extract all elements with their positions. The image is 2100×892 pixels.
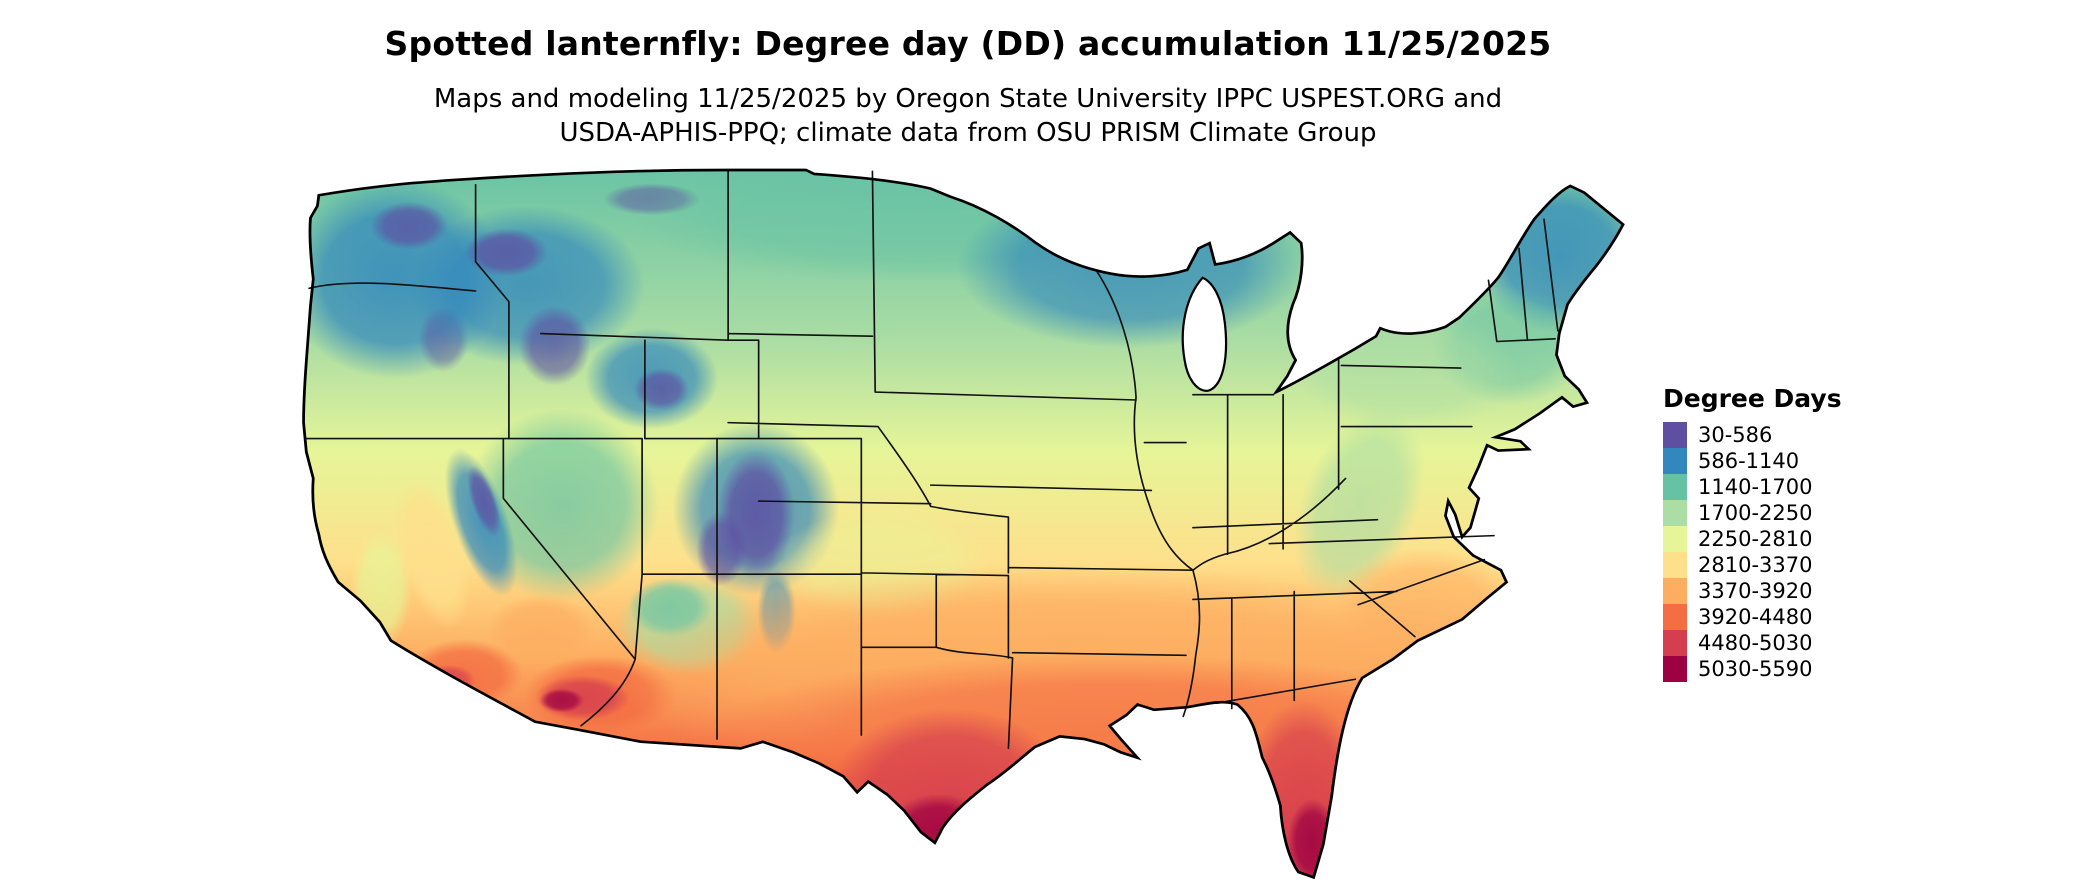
us-degree-day-map — [302, 168, 1625, 880]
legend-row: 586-1140 — [1663, 448, 1842, 474]
subtitle-line-2: USDA-APHIS-PPQ; climate data from OSU PR… — [559, 118, 1377, 148]
legend-swatch — [1663, 526, 1687, 552]
legend-row: 1140-1700 — [1663, 474, 1842, 500]
state-borders — [305, 170, 1559, 750]
legend-label: 4480-5030 — [1698, 631, 1813, 655]
legend-label: 1700-2250 — [1698, 501, 1813, 525]
degree-days-legend: Degree Days 30-586 586-1140 1140-1700 17… — [1663, 384, 1842, 682]
legend-label: 30-586 — [1698, 423, 1773, 447]
legend-swatch — [1663, 474, 1687, 500]
legend-row: 5030-5590 — [1663, 656, 1842, 682]
legend-swatch — [1663, 578, 1687, 604]
legend-label: 2250-2810 — [1698, 527, 1813, 551]
legend-label: 2810-3370 — [1698, 553, 1813, 577]
legend-label: 3370-3920 — [1698, 579, 1813, 603]
legend-swatch — [1663, 448, 1687, 474]
legend-label: 3920-4480 — [1698, 605, 1813, 629]
legend-row: 2250-2810 — [1663, 526, 1842, 552]
legend-swatch — [1663, 422, 1687, 448]
lake-michigan-shape — [1181, 276, 1228, 392]
legend-label: 5030-5590 — [1698, 657, 1813, 681]
legend-swatch — [1663, 500, 1687, 526]
degree-day-raster — [303, 169, 1624, 878]
legend-row: 4480-5030 — [1663, 630, 1842, 656]
legend-swatch — [1663, 656, 1687, 682]
legend-label: 586-1140 — [1698, 449, 1800, 473]
legend-swatch — [1663, 630, 1687, 656]
page-title: Spotted lanternfly: Degree day (DD) accu… — [384, 24, 1552, 63]
legend-row: 30-586 — [1663, 422, 1842, 448]
us-outline — [302, 168, 1625, 880]
legend-row: 3920-4480 — [1663, 604, 1842, 630]
subtitle-line-1: Maps and modeling 11/25/2025 by Oregon S… — [433, 84, 1503, 114]
legend-row: 3370-3920 — [1663, 578, 1842, 604]
legend-row: 1700-2250 — [1663, 500, 1842, 526]
legend-swatch — [1663, 552, 1687, 578]
legend-swatch — [1663, 604, 1687, 630]
page-subtitle: Maps and modeling 11/25/2025 by Oregon S… — [0, 82, 1936, 150]
legend-label: 1140-1700 — [1698, 475, 1813, 499]
legend-title: Degree Days — [1663, 384, 1842, 413]
legend-row: 2810-3370 — [1663, 552, 1842, 578]
